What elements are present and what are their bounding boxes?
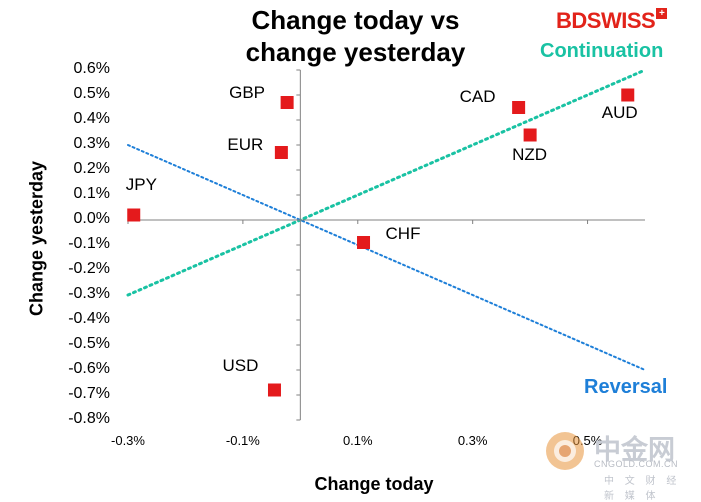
point-label-usd: USD [222, 356, 259, 375]
watermark-site: CNGOLD.COM.CN [594, 459, 679, 469]
brand-logo-plus-icon: + [656, 8, 668, 19]
marker-aud [621, 88, 635, 102]
y-tick-label: 0.6% [73, 60, 110, 77]
point-label-cad: CAD [459, 86, 496, 106]
point-label-aud: AUD [601, 103, 638, 122]
y-tick-label: -0.1% [68, 235, 110, 252]
x-tick-label: 0.1% [342, 433, 373, 448]
point-label-chf: CHF [385, 223, 421, 243]
chart-title-line-1: Change today vs [251, 5, 460, 35]
point-label-gbp: GBP [229, 82, 266, 102]
point-label-eur: EUR [227, 134, 264, 154]
y-tick-label: -0.5% [68, 335, 110, 352]
watermark-logo-icon [546, 432, 584, 470]
marker-cad [512, 101, 526, 114]
x-tick-label: 0.3% [457, 433, 488, 448]
brand-logo: BDSWISS + [556, 8, 668, 34]
marker-eur [274, 146, 288, 159]
y-tick-label: -0.3% [68, 285, 110, 302]
y-tick-label: 0.4% [73, 110, 110, 127]
x-tick-label: -0.3% [111, 433, 145, 448]
chart-title: Change today vs change yesterday [0, 4, 701, 68]
marker-jpy [127, 208, 141, 222]
marker-nzd [523, 128, 537, 142]
watermark-tagline: 中 文 财 经 新 媒 体 [604, 476, 681, 502]
y-tick-label: -0.8% [68, 410, 110, 427]
y-tick-label: 0.0% [73, 210, 110, 227]
marker-chf [357, 236, 371, 249]
marker-gbp [280, 96, 294, 109]
brand-logo-text: BDSWISS [556, 8, 656, 33]
marker-usd [267, 383, 281, 397]
chart-title-line-2: change yesterday [245, 37, 466, 67]
y-tick-label: -0.6% [68, 360, 110, 377]
y-tick-label: -0.4% [68, 310, 110, 327]
watermark-name: 中金网 [594, 435, 675, 465]
point-label-jpy: JPY [125, 175, 157, 194]
y-tick-label: 0.3% [73, 135, 110, 152]
continuation-trend-line [126, 68, 647, 297]
y-tick-label: -0.7% [68, 385, 110, 402]
y-tick-label: -0.2% [68, 260, 110, 277]
x-tick-label: -0.1% [225, 433, 260, 448]
continuation-line-label: Continuation [540, 40, 664, 62]
point-label-nzd: NZD [512, 145, 548, 164]
y-tick-label: 0.1% [73, 185, 110, 202]
y-tick-label: 0.5% [73, 85, 110, 102]
reversal-trend-line [127, 144, 646, 371]
y-tick-label: 0.2% [73, 160, 110, 177]
x-axis-label: Change today [314, 474, 434, 494]
reversal-line-label: Reversal [584, 376, 668, 398]
